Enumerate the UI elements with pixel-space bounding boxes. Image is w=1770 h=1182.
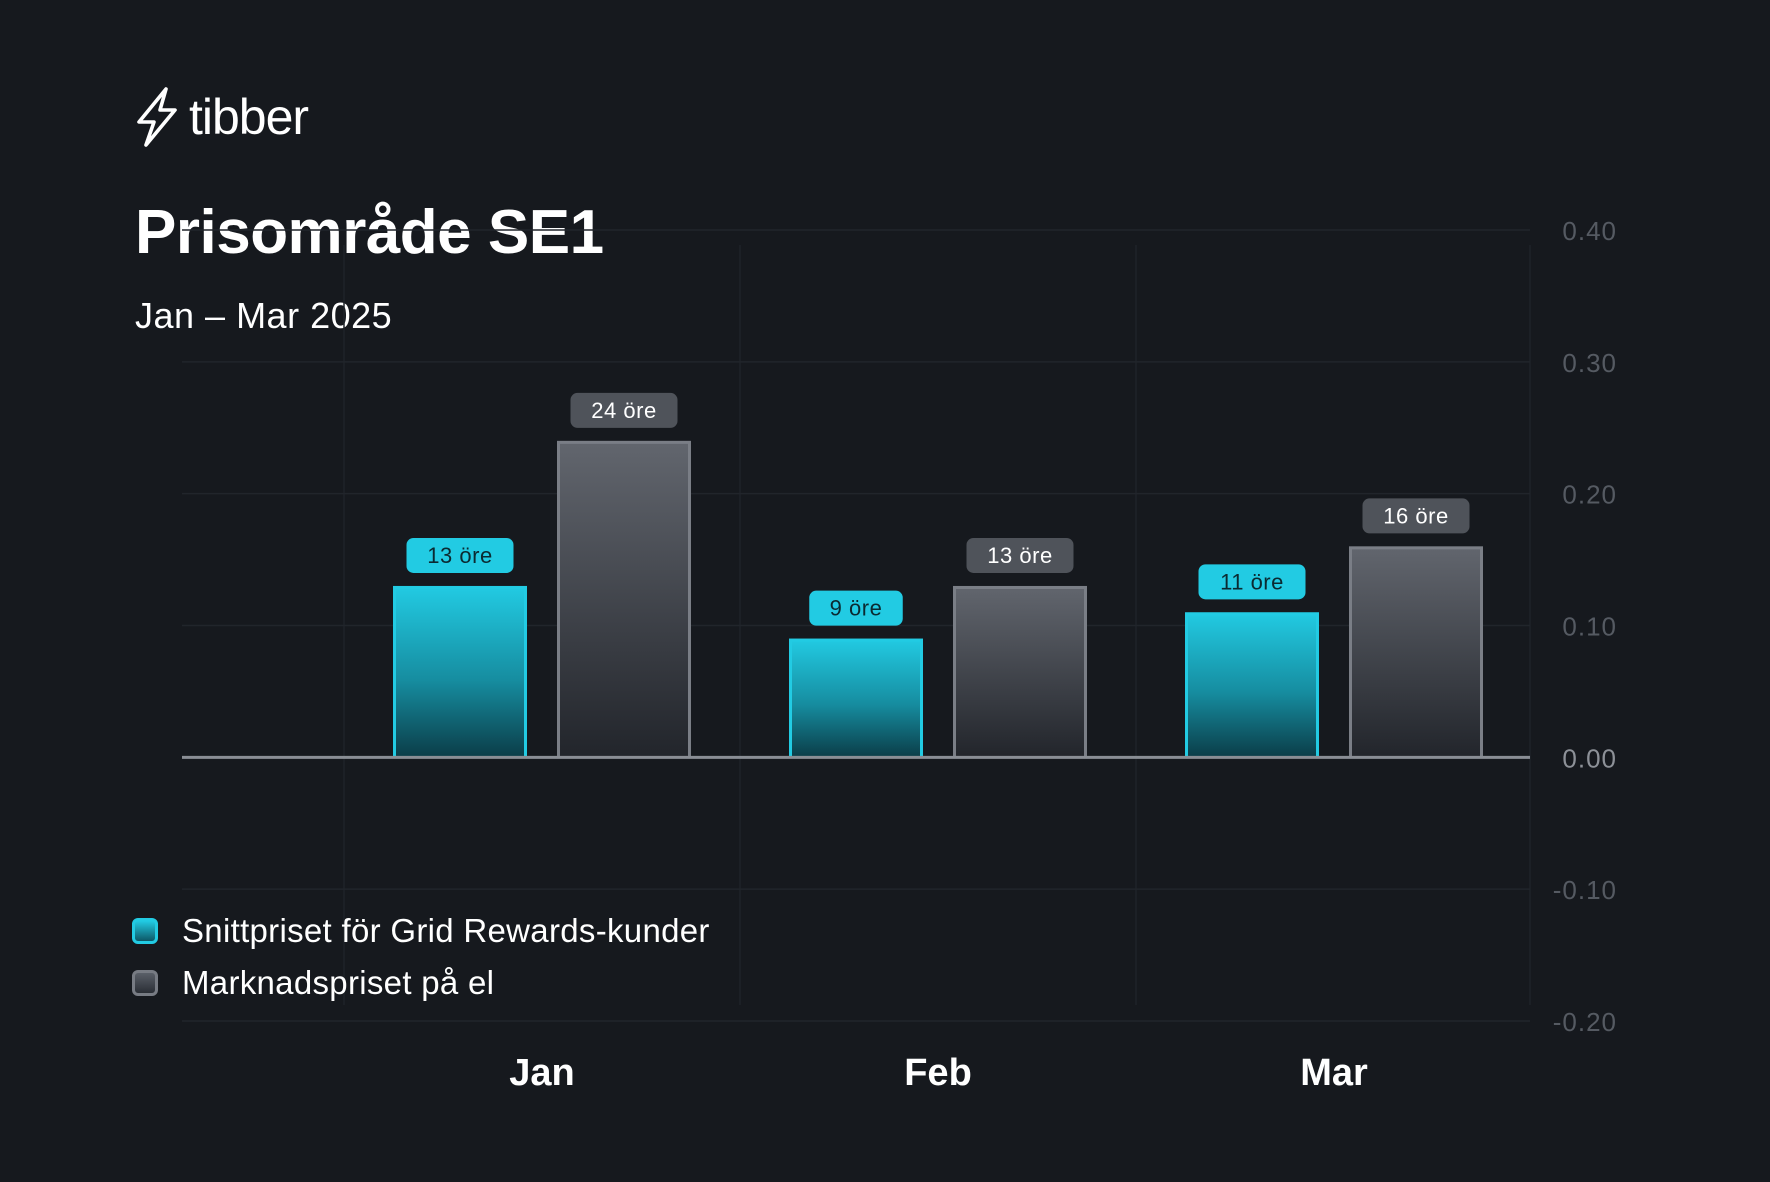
y-tick-label: 0.40	[1562, 216, 1617, 246]
tibber-logo: tibber	[133, 86, 309, 148]
data-labels: 13 öre 24 öre 9 öre 13 öre 11 öre 16 öre	[406, 392, 1470, 626]
value-label: 11 öre	[1220, 569, 1284, 594]
legend-label: Marknadspriset på el	[182, 964, 495, 1001]
bar-outline	[557, 440, 691, 758]
value-badge	[406, 537, 514, 573]
bar-grid-rewards	[393, 585, 527, 758]
bar-grid-rewards	[789, 638, 923, 758]
value-label: 24 öre	[591, 398, 656, 423]
value-badge	[809, 590, 903, 626]
value-label: 9 öre	[830, 596, 883, 621]
y-tick-label: -0.20	[1553, 1007, 1617, 1037]
y-tick-label: 0.30	[1562, 348, 1617, 378]
value-label: 13 öre	[987, 543, 1052, 568]
bar-outline	[789, 638, 923, 758]
y-tick-label: 0.00	[1562, 743, 1617, 773]
lightning-bolt-icon	[137, 87, 177, 147]
legend-swatch-grey	[132, 970, 158, 996]
legend: Snittpriset för Grid Rewards-kunder Mark…	[132, 905, 710, 1009]
chart-subtitle: Jan – Mar 2025	[135, 295, 393, 336]
bar-market-price	[1349, 546, 1483, 758]
legend-item-grid-rewards: Snittpriset för Grid Rewards-kunder	[132, 905, 710, 957]
x-category-label: Feb	[904, 1052, 972, 1094]
bar-outline	[1185, 612, 1319, 758]
bar-outline	[393, 585, 527, 758]
x-category-label: Jan	[509, 1052, 574, 1094]
bar-market-price	[557, 440, 691, 758]
value-label: 16 öre	[1383, 503, 1448, 528]
value-label: 13 öre	[427, 543, 492, 568]
legend-swatch-cyan	[132, 918, 158, 944]
y-tick-label: 0.20	[1562, 480, 1617, 510]
value-badge	[966, 537, 1074, 573]
y-tick-label: -0.10	[1553, 875, 1617, 905]
bar-outline	[1349, 546, 1483, 758]
legend-item-market-price: Marknadspriset på el	[132, 957, 710, 1009]
bars	[393, 440, 1483, 758]
bar-grid-rewards	[1185, 612, 1319, 758]
value-badge	[570, 392, 678, 428]
chart-title: Prisområde SE1	[135, 198, 604, 267]
axes: 0.40 0.30 0.20 0.10 0.00 -0.10 -0.20 Jan Feb Mar	[182, 216, 1617, 1094]
value-badge	[1198, 564, 1306, 600]
bar-outline	[953, 585, 1087, 758]
brand-name: tibber	[189, 89, 309, 145]
y-tick-label: 0.10	[1562, 612, 1617, 642]
value-badge	[1362, 498, 1470, 534]
legend-label: Snittpriset för Grid Rewards-kunder	[182, 912, 710, 949]
bar-market-price	[953, 585, 1087, 758]
x-category-label: Mar	[1300, 1052, 1368, 1094]
